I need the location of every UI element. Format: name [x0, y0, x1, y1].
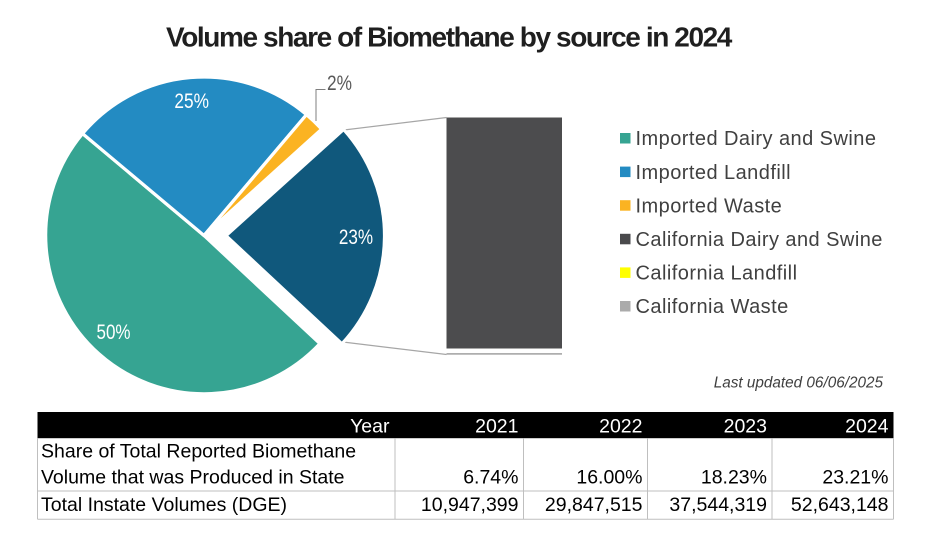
- svg-text:California Landfill: California Landfill: [636, 263, 798, 285]
- svg-text:37,544,319: 37,544,319: [669, 494, 767, 516]
- svg-text:Imported Waste: Imported Waste: [636, 195, 783, 217]
- svg-text:18.23%: 18.23%: [701, 467, 767, 489]
- svg-text:Imported Landfill: Imported Landfill: [636, 162, 792, 184]
- svg-text:52,643,148: 52,643,148: [791, 494, 889, 516]
- svg-text:2%: 2%: [327, 72, 352, 95]
- svg-text:2023: 2023: [724, 415, 767, 437]
- svg-text:Volume share of Biomethane by: Volume share of Biomethane by source in …: [166, 22, 733, 53]
- svg-text:23.21%: 23.21%: [822, 467, 888, 489]
- svg-text:23%: 23%: [339, 226, 373, 249]
- svg-text:2024: 2024: [845, 415, 889, 437]
- svg-text:16.00%: 16.00%: [576, 467, 642, 489]
- svg-text:10,947,399: 10,947,399: [421, 494, 519, 516]
- svg-text:2022: 2022: [599, 415, 642, 437]
- svg-text:Last updated 06/06/2025: Last updated 06/06/2025: [714, 375, 884, 392]
- svg-text:50%: 50%: [97, 321, 131, 344]
- svg-text:Imported Dairy and Swine: Imported Dairy and Swine: [636, 128, 877, 150]
- svg-text:Total Instate Volumes (DGE): Total Instate Volumes (DGE): [41, 494, 287, 516]
- svg-text:25%: 25%: [174, 90, 209, 113]
- svg-text:29,847,515: 29,847,515: [545, 494, 643, 516]
- svg-text:Volume that was Produced in St: Volume that was Produced in State: [41, 467, 345, 489]
- svg-text:6.74%: 6.74%: [463, 467, 518, 489]
- svg-text:California Waste: California Waste: [636, 296, 789, 318]
- svg-text:2021: 2021: [475, 415, 518, 437]
- svg-text:Year: Year: [350, 415, 390, 437]
- svg-text:Share of Total Reported Biomet: Share of Total Reported Biomethane: [41, 441, 356, 463]
- svg-text:California Dairy and Swine: California Dairy and Swine: [636, 229, 883, 251]
